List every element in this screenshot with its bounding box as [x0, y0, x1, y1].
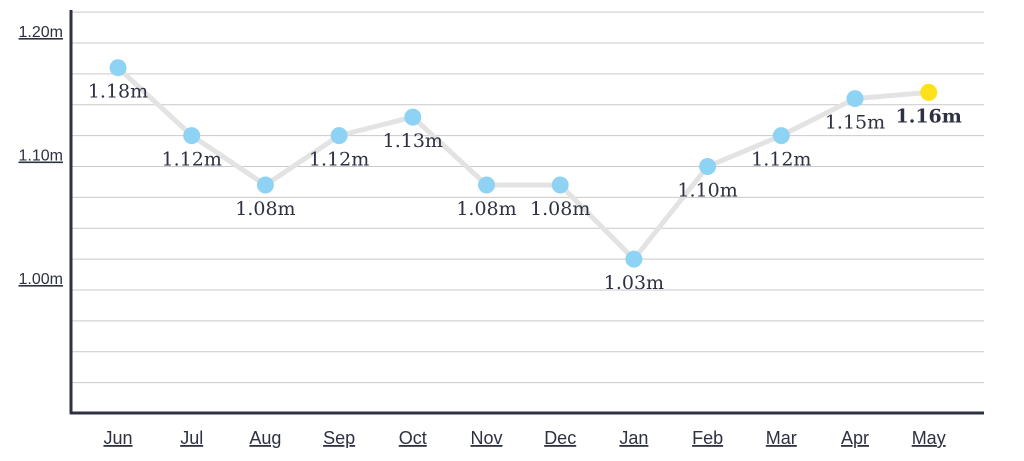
- data-label: 1.12m: [751, 149, 811, 171]
- x-tick-label: Sep: [323, 428, 355, 448]
- data-point: [846, 90, 864, 108]
- data-label: 1.03m: [604, 272, 664, 294]
- data-label: 1.18m: [88, 81, 148, 103]
- data-label: 1.13m: [383, 130, 443, 152]
- data-point: [699, 158, 717, 175]
- x-tick-label: Jul: [180, 428, 203, 448]
- x-tick-label: Nov: [470, 428, 502, 448]
- data-label: 1.16m: [896, 105, 962, 127]
- data-label: 1.08m: [456, 198, 516, 220]
- x-tick-label: Mar: [766, 428, 797, 448]
- data-label: 1.12m: [309, 149, 369, 171]
- data-labels: 1.18m 1.12m 1.08m 1.12m 1.13m 1.08m 1.08m 1.03m…: [88, 81, 962, 294]
- x-tick-label: May: [912, 428, 946, 448]
- x-tick-label: Jan: [619, 428, 648, 448]
- x-tick-label: Jun: [103, 428, 132, 448]
- gridlines: [71, 11, 984, 414]
- data-label: 1.08m: [235, 198, 295, 220]
- series-line: [115, 65, 932, 262]
- x-tick-label: Feb: [692, 428, 723, 448]
- x-axis-ticks: Jun Jul Aug Sep Oct Nov Dec Jan Feb Mar Apr May: [103, 428, 945, 448]
- x-tick-label: Aug: [249, 428, 281, 448]
- data-points: [109, 59, 938, 268]
- data-label: 1.15m: [825, 112, 885, 134]
- x-tick-label: Oct: [399, 428, 427, 448]
- y-axis-ticks: 1.00m 1.10m 1.20m: [19, 24, 63, 288]
- data-point: [256, 176, 274, 194]
- data-label: 1.10m: [677, 180, 737, 202]
- x-tick-label: Apr: [841, 428, 869, 448]
- y-tick-label: 1.20m: [19, 24, 63, 41]
- data-point: [551, 176, 569, 194]
- data-point: [478, 176, 495, 194]
- y-tick-label: 1.10m: [19, 148, 63, 165]
- data-point-highlight: [920, 83, 938, 101]
- y-tick-label: 1.00m: [19, 271, 63, 288]
- data-point: [772, 127, 790, 145]
- data-label: 1.08m: [530, 198, 590, 220]
- data-point: [183, 127, 201, 145]
- data-label: 1.12m: [162, 149, 222, 171]
- data-point: [330, 127, 348, 145]
- data-point: [625, 250, 643, 268]
- x-tick-label: Dec: [544, 428, 576, 448]
- data-point: [109, 59, 127, 77]
- data-point: [404, 108, 422, 126]
